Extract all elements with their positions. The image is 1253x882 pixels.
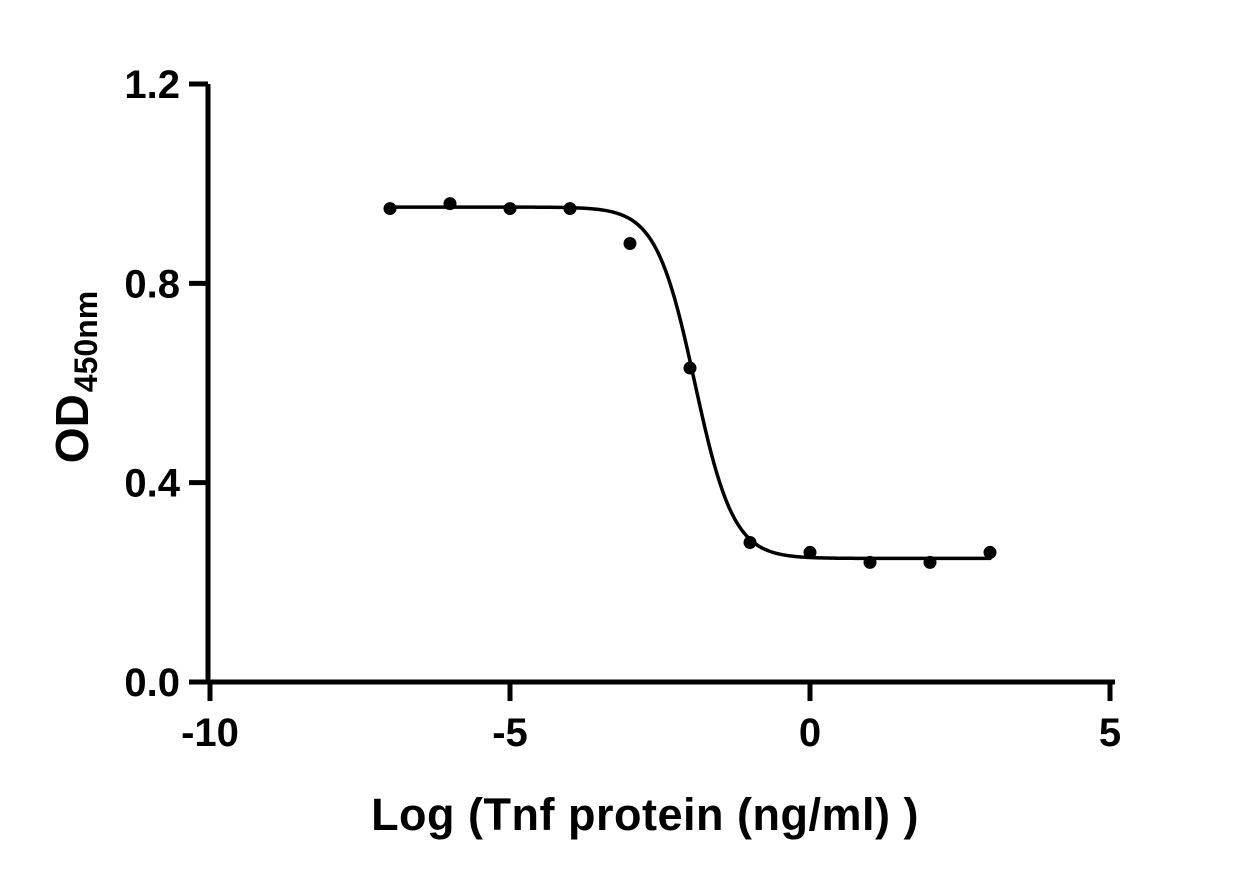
y-tick-label: 0.4 — [124, 462, 180, 506]
x-tick-label: -5 — [492, 711, 528, 755]
y-tick-label: 0.8 — [124, 262, 180, 306]
data-point — [683, 361, 697, 375]
y-axis-title-subscript: 450nm — [68, 290, 104, 393]
data-point — [443, 197, 457, 211]
x-tick-label: 0 — [799, 711, 821, 755]
y-axis-title-main: OD — [46, 394, 98, 464]
data-point — [623, 236, 637, 250]
y-tick-label: 0.0 — [124, 661, 180, 705]
y-axis-title: OD450nm — [45, 291, 104, 464]
data-point — [863, 555, 877, 569]
x-tick-label: 5 — [1099, 711, 1121, 755]
fitted-curve — [388, 205, 992, 561]
data-point — [743, 535, 757, 549]
data-point — [383, 202, 397, 216]
data-point — [983, 545, 997, 559]
y-tick-label: 1.2 — [124, 63, 180, 107]
data-point — [503, 202, 517, 216]
x-tick-label: -10 — [181, 711, 239, 755]
data-point — [923, 555, 937, 569]
data-point — [803, 545, 817, 559]
data-point — [563, 202, 577, 216]
x-axis-title: Log (Tnf protein (ng/ml) ) — [371, 789, 919, 840]
